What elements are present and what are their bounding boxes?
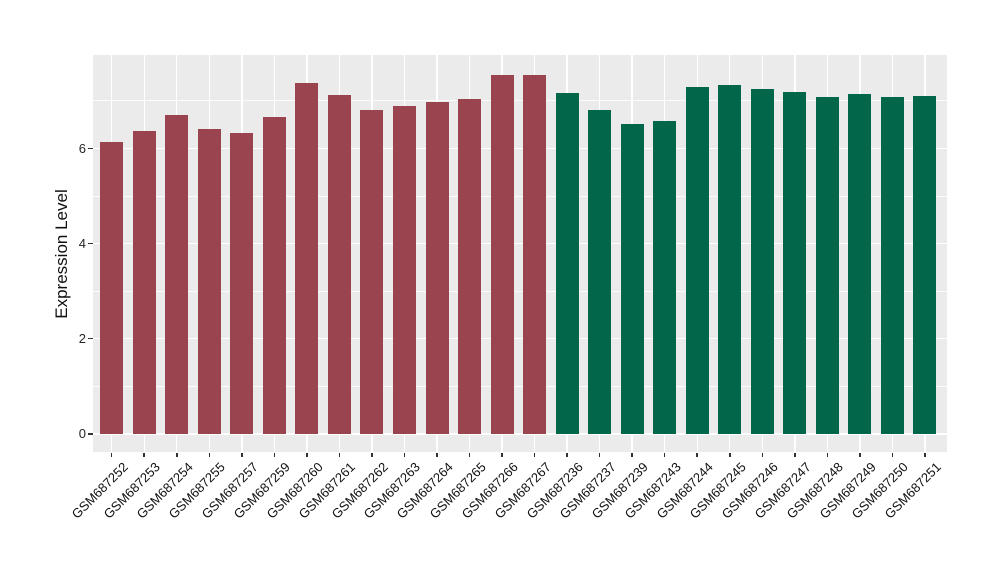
x-tick-mark — [143, 452, 145, 457]
x-tick-mark — [306, 452, 308, 457]
bar-GSM687252 — [100, 141, 124, 434]
bar-GSM687239 — [620, 124, 644, 434]
bar-GSM687236 — [555, 92, 579, 434]
bar-GSM687237 — [588, 110, 612, 434]
x-tick-mark — [176, 452, 178, 457]
y-tick-label: 6 — [78, 140, 86, 156]
bar-GSM687266 — [490, 74, 514, 434]
bar-GSM687249 — [848, 93, 872, 434]
x-tick-mark — [241, 452, 243, 457]
y-tick-label: 2 — [78, 331, 86, 347]
x-tick-mark — [273, 452, 276, 457]
bar-GSM687265 — [458, 98, 482, 434]
bar-GSM687255 — [197, 128, 221, 434]
bar-GSM687267 — [523, 74, 547, 434]
bar-GSM687248 — [815, 96, 839, 434]
h-minor-gridline — [93, 290, 947, 292]
bar-GSM687243 — [653, 121, 677, 434]
bar-GSM687246 — [750, 89, 774, 434]
x-tick-mark — [924, 452, 926, 457]
plot-panel — [93, 55, 947, 452]
h-minor-gridline — [93, 100, 947, 102]
h-major-gridline — [93, 337, 947, 340]
h-major-gridline — [93, 242, 947, 245]
x-tick-mark — [468, 452, 471, 457]
h-major-gridline — [93, 433, 947, 435]
bar-GSM687262 — [360, 109, 384, 434]
y-tick-label: 0 — [78, 426, 86, 442]
x-tick-mark — [663, 452, 666, 457]
bar-GSM687253 — [132, 130, 156, 434]
bar-GSM687251 — [913, 96, 937, 434]
y-tick-mark — [88, 337, 93, 340]
bar-GSM687250 — [880, 97, 904, 434]
y-axis-title: Expression Level — [52, 189, 71, 319]
x-tick-mark — [761, 452, 764, 457]
x-tick-mark — [566, 452, 568, 457]
x-tick-mark — [598, 452, 601, 457]
h-major-gridline — [93, 147, 947, 150]
x-tick-mark — [696, 452, 698, 457]
h-minor-gridline — [93, 385, 947, 387]
x-tick-mark — [631, 452, 633, 457]
bar-GSM687259 — [262, 116, 286, 434]
x-tick-mark — [794, 452, 796, 457]
x-tick-mark — [859, 452, 861, 457]
bar-GSM687263 — [392, 105, 416, 434]
bar-GSM687244 — [685, 86, 709, 434]
bar-GSM687245 — [718, 84, 742, 434]
bar-GSM687264 — [425, 101, 449, 434]
x-tick-mark — [403, 452, 406, 457]
x-tick-mark — [533, 452, 536, 457]
bar-GSM687257 — [230, 132, 254, 434]
x-tick-mark — [110, 452, 113, 457]
x-tick-mark — [371, 452, 373, 457]
y-tick-label: 4 — [78, 236, 86, 251]
bar-GSM687247 — [783, 91, 807, 434]
bar-GSM687260 — [295, 83, 319, 434]
x-tick-mark — [729, 452, 731, 457]
y-tick-mark — [88, 147, 93, 150]
bar-GSM687254 — [165, 114, 189, 434]
x-tick-mark — [501, 452, 503, 457]
y-tick-mark — [88, 433, 93, 435]
x-tick-mark — [891, 452, 894, 457]
x-tick-mark — [338, 452, 341, 457]
x-tick-mark — [436, 452, 438, 457]
y-tick-mark — [88, 242, 93, 245]
x-tick-mark — [208, 452, 211, 457]
h-minor-gridline — [93, 195, 947, 197]
bar-GSM687261 — [327, 94, 351, 434]
x-tick-mark — [826, 452, 829, 457]
